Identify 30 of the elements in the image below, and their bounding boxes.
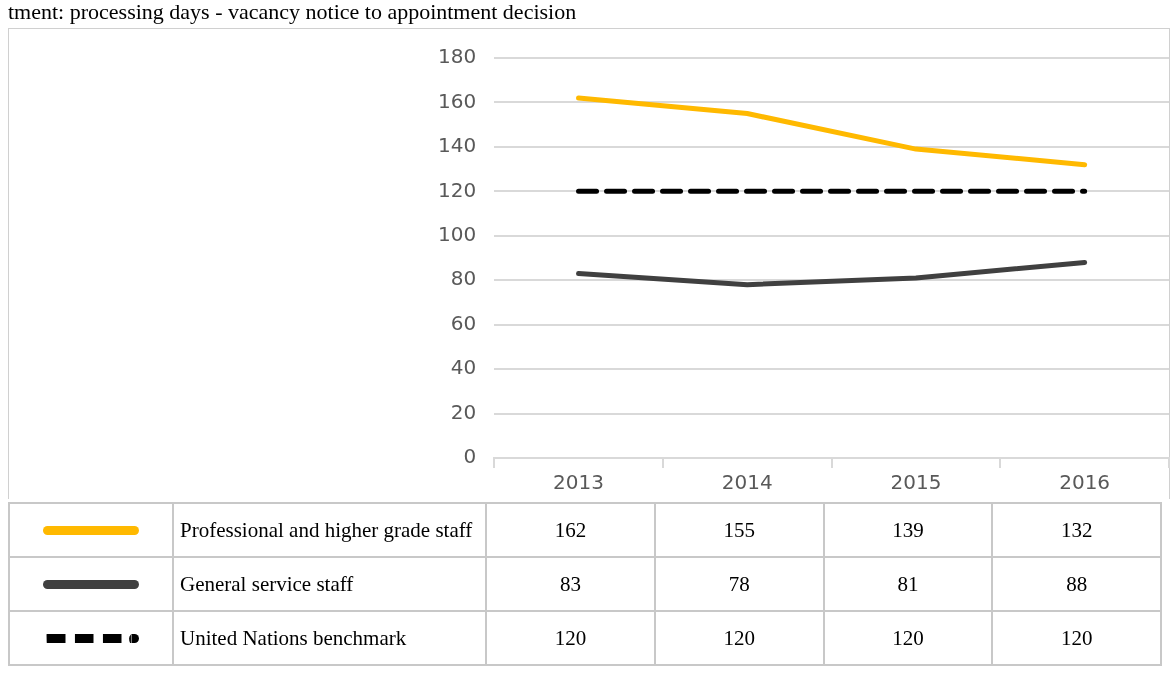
- legend-label: Professional and higher grade staff: [173, 503, 487, 557]
- y-tick-label: 40: [450, 355, 477, 380]
- data-label: 81: [823, 557, 993, 611]
- y-tick-label: 20: [450, 399, 477, 424]
- y-tick-label: 80: [450, 266, 477, 291]
- legend-label: General service staff: [173, 557, 487, 611]
- data-label: 120: [823, 611, 993, 665]
- data-label: 120: [486, 611, 655, 665]
- data-label: 83: [486, 557, 655, 611]
- y-tick-label: 160: [437, 88, 477, 113]
- data-label: 155: [654, 503, 824, 557]
- data-label: 162: [486, 503, 655, 557]
- x-tick-label: 2016: [1059, 470, 1111, 495]
- data-label: 88: [992, 557, 1161, 611]
- data-label: 78: [654, 557, 824, 611]
- y-tick-label: 60: [450, 310, 477, 335]
- y-tick-label: 140: [437, 133, 477, 158]
- y-tick-label: 180: [437, 44, 477, 69]
- y-tick-label: 120: [437, 177, 477, 202]
- y-tick-label: 0: [463, 444, 477, 469]
- data-label: 120: [654, 611, 824, 665]
- x-tick-label: 2013: [553, 470, 604, 495]
- x-tick-label: 2014: [721, 470, 773, 495]
- legend-label: United Nations benchmark: [173, 611, 487, 665]
- text: tment: processing days - vacancy notice to appointment decision: [8, 0, 577, 24]
- x-tick-label: 2015: [890, 470, 942, 495]
- data-label: 120: [992, 611, 1161, 665]
- y-tick-label: 100: [437, 221, 477, 246]
- data-label: 132: [992, 503, 1161, 557]
- data-label: 139: [823, 503, 993, 557]
